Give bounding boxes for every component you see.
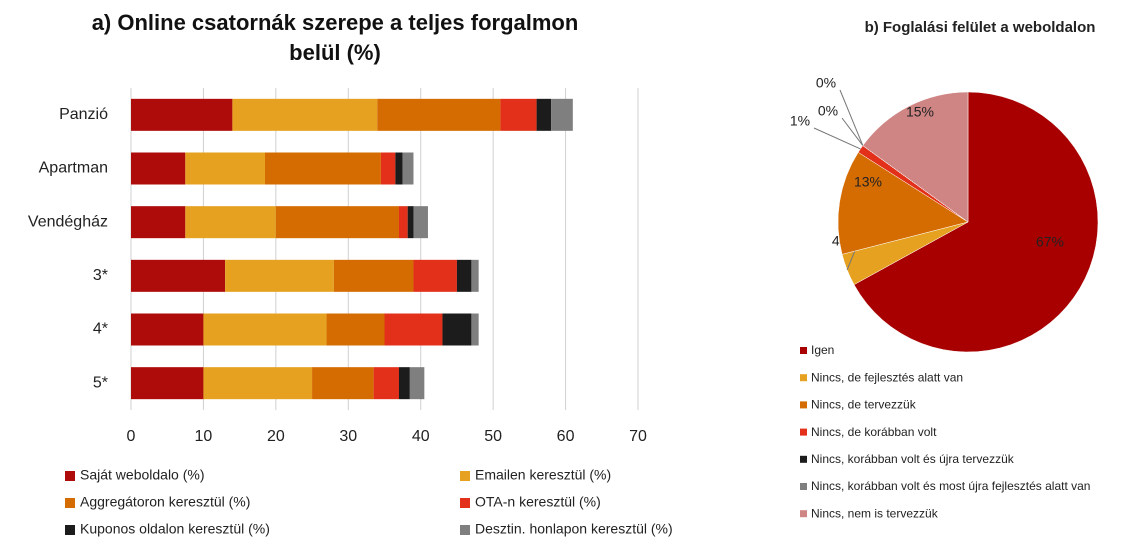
bar-segment (413, 259, 457, 292)
bar-segment (203, 367, 313, 400)
bar-segment (407, 206, 414, 239)
leader-line (813, 127, 861, 150)
legend-label: Desztin. honlapon keresztül (%) (475, 521, 673, 537)
bar-segment (384, 313, 443, 346)
leader-line (846, 247, 857, 271)
bar-segment (409, 367, 425, 400)
bar-segment (203, 313, 327, 346)
bar-segment (398, 367, 410, 400)
x-tick-label: 20 (267, 428, 285, 445)
legend-label: Aggregátoron keresztül (%) (80, 494, 250, 510)
bar-segment (225, 259, 334, 292)
pie-slice (853, 91, 1099, 353)
legend-label: Nincs, korábban volt és újra tervezzük (811, 452, 1015, 466)
bar-segment (131, 206, 186, 239)
bar-segment (131, 313, 204, 346)
legend-label: Nincs, de fejlesztés alatt van (811, 370, 963, 384)
bar-segment (380, 152, 396, 185)
bar-segment (131, 152, 186, 185)
x-tick-label: 30 (339, 428, 357, 445)
bar-segment (471, 259, 479, 292)
legend-swatch (800, 374, 807, 382)
legend-swatch (800, 401, 807, 409)
bar-segment (312, 367, 374, 400)
y-tick-label: Vendégház (28, 213, 108, 230)
data-label: 67% (1036, 234, 1064, 250)
legend-label: Nincs, de korábban volt (811, 425, 937, 439)
bar-segment (131, 367, 204, 400)
bar-segment (398, 206, 408, 239)
x-tick-label: 70 (629, 428, 647, 445)
bar-title: a) Online csatornák szerepe a teljes for… (91, 10, 579, 65)
x-tick-label: 0 (127, 428, 136, 445)
legend-label: Kuponos oldalon keresztül (%) (80, 521, 270, 537)
y-tick-label: Apartman (39, 160, 108, 177)
pie-slice (862, 91, 969, 223)
bar-segment (456, 259, 472, 292)
legend-swatch (460, 525, 470, 535)
bar-segment (536, 98, 552, 131)
legend-swatch (800, 428, 807, 436)
legend-swatch (800, 483, 807, 490)
bar-segment (333, 259, 414, 292)
y-tick-label: Panzió (59, 106, 108, 123)
bar-segment (442, 313, 472, 346)
bar-segment (373, 367, 399, 400)
data-label: 1% (790, 113, 810, 129)
x-tick-label: 40 (412, 428, 430, 445)
y-tick-label: 4* (93, 321, 108, 338)
bar-segment (185, 206, 276, 239)
pie-title: b) Foglalási felület a weboldalon (865, 19, 1096, 36)
data-label: 0% (816, 75, 836, 91)
y-tick-label: 3* (93, 267, 108, 284)
bar-segment (232, 98, 378, 131)
leader-line (841, 117, 864, 146)
data-label: 0% (818, 103, 838, 119)
bar-segment (377, 98, 501, 131)
pie-slice (837, 151, 969, 255)
data-label: 13% (854, 174, 882, 190)
bar-segment (326, 313, 385, 346)
bar-segment (402, 152, 414, 185)
legend-label: Igen (811, 343, 834, 357)
x-tick-label: 10 (195, 428, 213, 445)
bar-segment (264, 152, 381, 185)
bar-segment (395, 152, 403, 185)
legend-swatch (460, 498, 470, 508)
bar-segment (551, 98, 573, 131)
legend-label: Saját weboldalo (%) (80, 467, 205, 483)
legend-label: Nincs, de tervezzük (811, 398, 917, 412)
x-tick-label: 60 (557, 428, 575, 445)
leader-line (839, 89, 864, 146)
bar-segment (131, 98, 233, 131)
legend-swatch (65, 525, 75, 535)
y-tick-label: 5* (93, 374, 108, 391)
bar-segment (471, 313, 479, 346)
legend-swatch (460, 471, 470, 481)
bar-segment (500, 98, 537, 131)
x-tick-label: 50 (484, 428, 502, 445)
legend-label: Nincs, nem is tervezzük (811, 506, 939, 520)
legend-label: OTA-n keresztül (%) (475, 494, 601, 510)
legend-swatch (800, 455, 807, 463)
data-label: 15% (906, 104, 934, 120)
legend-swatch (65, 471, 75, 481)
legend-label: Nincs, korábban volt és most újra fejles… (811, 479, 1090, 493)
bar-segment (185, 152, 265, 185)
legend-label: Emailen keresztül (%) (475, 467, 611, 483)
legend-swatch (65, 498, 75, 508)
legend-swatch (800, 347, 807, 354)
legend-swatch (800, 510, 807, 518)
bar-segment (413, 206, 428, 239)
bar-segment (131, 259, 226, 292)
bar-segment (275, 206, 399, 239)
